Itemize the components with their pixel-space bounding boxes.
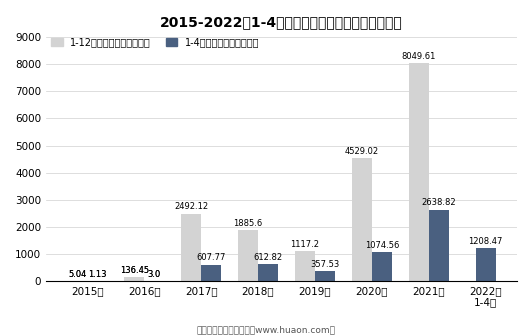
Text: 3.0: 3.0 — [147, 270, 161, 279]
Text: 607.77: 607.77 — [196, 253, 226, 262]
Bar — [238, 230, 258, 281]
Text: 1208.47: 1208.47 — [469, 237, 503, 246]
Text: 1117.2: 1117.2 — [290, 240, 319, 249]
Text: 8049.61: 8049.61 — [402, 52, 436, 61]
Title: 2015-2022年1-4月郑州商品交易所锰硅期货成交量: 2015-2022年1-4月郑州商品交易所锰硅期货成交量 — [160, 15, 403, 29]
Bar — [258, 264, 278, 281]
Bar — [476, 248, 496, 281]
Text: 2492.12: 2492.12 — [174, 202, 208, 211]
Text: 1.13: 1.13 — [88, 270, 106, 279]
Bar — [352, 158, 372, 281]
Text: 制图：华经产业研究院（www.huaon.com）: 制图：华经产业研究院（www.huaon.com） — [196, 326, 336, 335]
Bar — [201, 265, 221, 281]
Bar — [409, 63, 429, 281]
Text: 4529.02: 4529.02 — [345, 147, 379, 156]
Text: 1885.6: 1885.6 — [234, 219, 263, 228]
Text: 612.82: 612.82 — [253, 253, 282, 262]
Text: 3.0: 3.0 — [147, 270, 161, 279]
Text: 5.04: 5.04 — [68, 270, 87, 279]
Text: 2638.82: 2638.82 — [421, 198, 456, 207]
Bar — [315, 271, 335, 281]
Bar — [295, 251, 315, 281]
Text: 5.04: 5.04 — [68, 270, 87, 279]
Legend: 1-12月期货成交量（万手）, 1-4月期货成交量（万手）: 1-12月期货成交量（万手）, 1-4月期货成交量（万手） — [51, 37, 260, 47]
Text: 136.45: 136.45 — [120, 266, 149, 275]
Bar — [181, 214, 201, 281]
Bar — [372, 252, 392, 281]
Text: 357.53: 357.53 — [310, 260, 339, 269]
Bar — [124, 278, 144, 281]
Text: 136.45: 136.45 — [120, 266, 149, 275]
Text: 1.13: 1.13 — [88, 270, 106, 279]
Bar — [429, 210, 448, 281]
Text: 1074.56: 1074.56 — [364, 241, 399, 250]
